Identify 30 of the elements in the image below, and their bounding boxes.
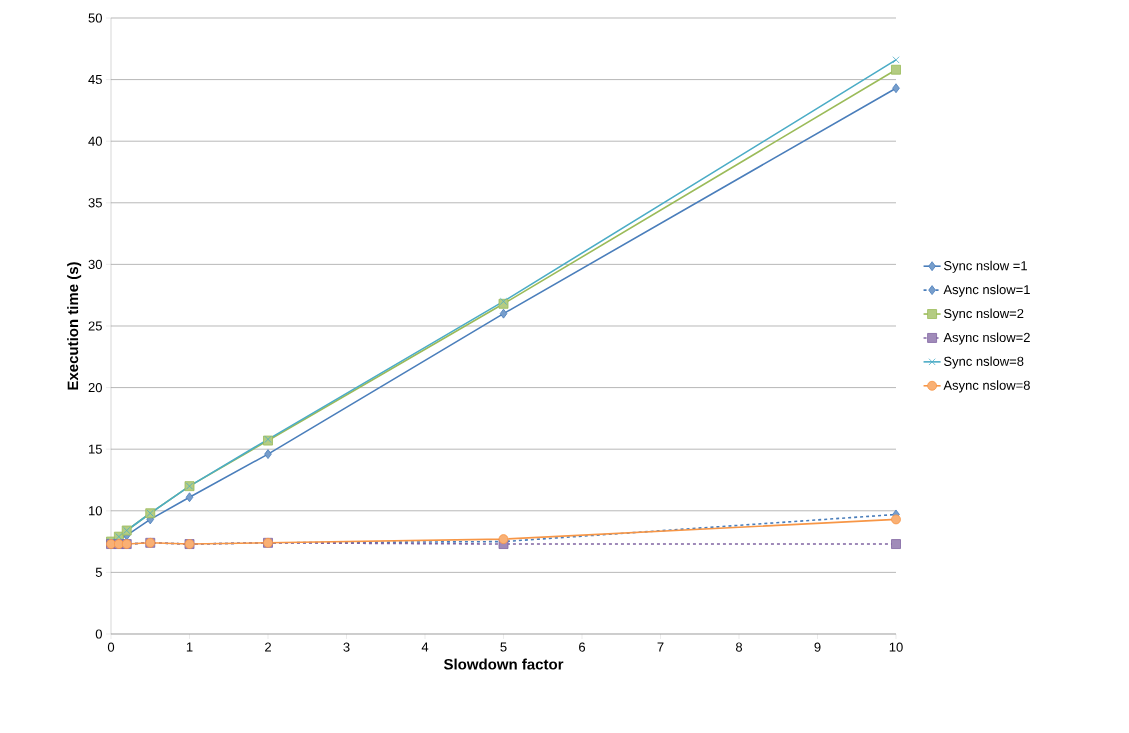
legend-label: Async nslow=2 bbox=[943, 332, 1030, 345]
x-tick-label: 7 bbox=[657, 642, 664, 652]
y-tick-label: 10 bbox=[89, 506, 102, 516]
y-axis-title: Execution time (s) bbox=[67, 262, 82, 390]
y-tick-label: 35 bbox=[88, 198, 102, 208]
y-tick-label: 45 bbox=[88, 75, 102, 85]
x-axis-title: Slowdown factor bbox=[443, 658, 564, 670]
y-tick-label: 5 bbox=[95, 567, 102, 577]
legend-label: Sync nslow=2 bbox=[944, 308, 1024, 321]
legend-label: Async nslow=8 bbox=[943, 380, 1030, 393]
y-tick-label: 40 bbox=[88, 136, 102, 146]
y-tick-label: 20 bbox=[88, 382, 102, 393]
y-tick-label: 15 bbox=[89, 444, 102, 454]
x-tick-label: 8 bbox=[735, 642, 743, 652]
x-tick-label: 4 bbox=[421, 642, 429, 652]
x-tick-label: 2 bbox=[265, 642, 271, 652]
x-tick-label: 3 bbox=[343, 642, 350, 652]
x-tick-label: 10 bbox=[889, 642, 903, 652]
x-tick-label: 5 bbox=[500, 642, 507, 652]
legend-label: Async nslow=1 bbox=[943, 284, 1030, 297]
y-tick-label: 30 bbox=[88, 259, 102, 269]
x-tick-label: 9 bbox=[814, 642, 821, 652]
y-tick-label: 50 bbox=[88, 13, 102, 23]
x-tick-label: 6 bbox=[579, 642, 586, 652]
x-tick-label: 0 bbox=[107, 642, 115, 652]
y-tick-label: 25 bbox=[88, 321, 102, 331]
legend-label: Sync nslow =1 bbox=[944, 260, 1027, 273]
y-tick-label: 0 bbox=[95, 629, 102, 639]
x-tick-label: 1 bbox=[186, 642, 193, 652]
legend-label: Sync nslow=8 bbox=[944, 356, 1024, 369]
